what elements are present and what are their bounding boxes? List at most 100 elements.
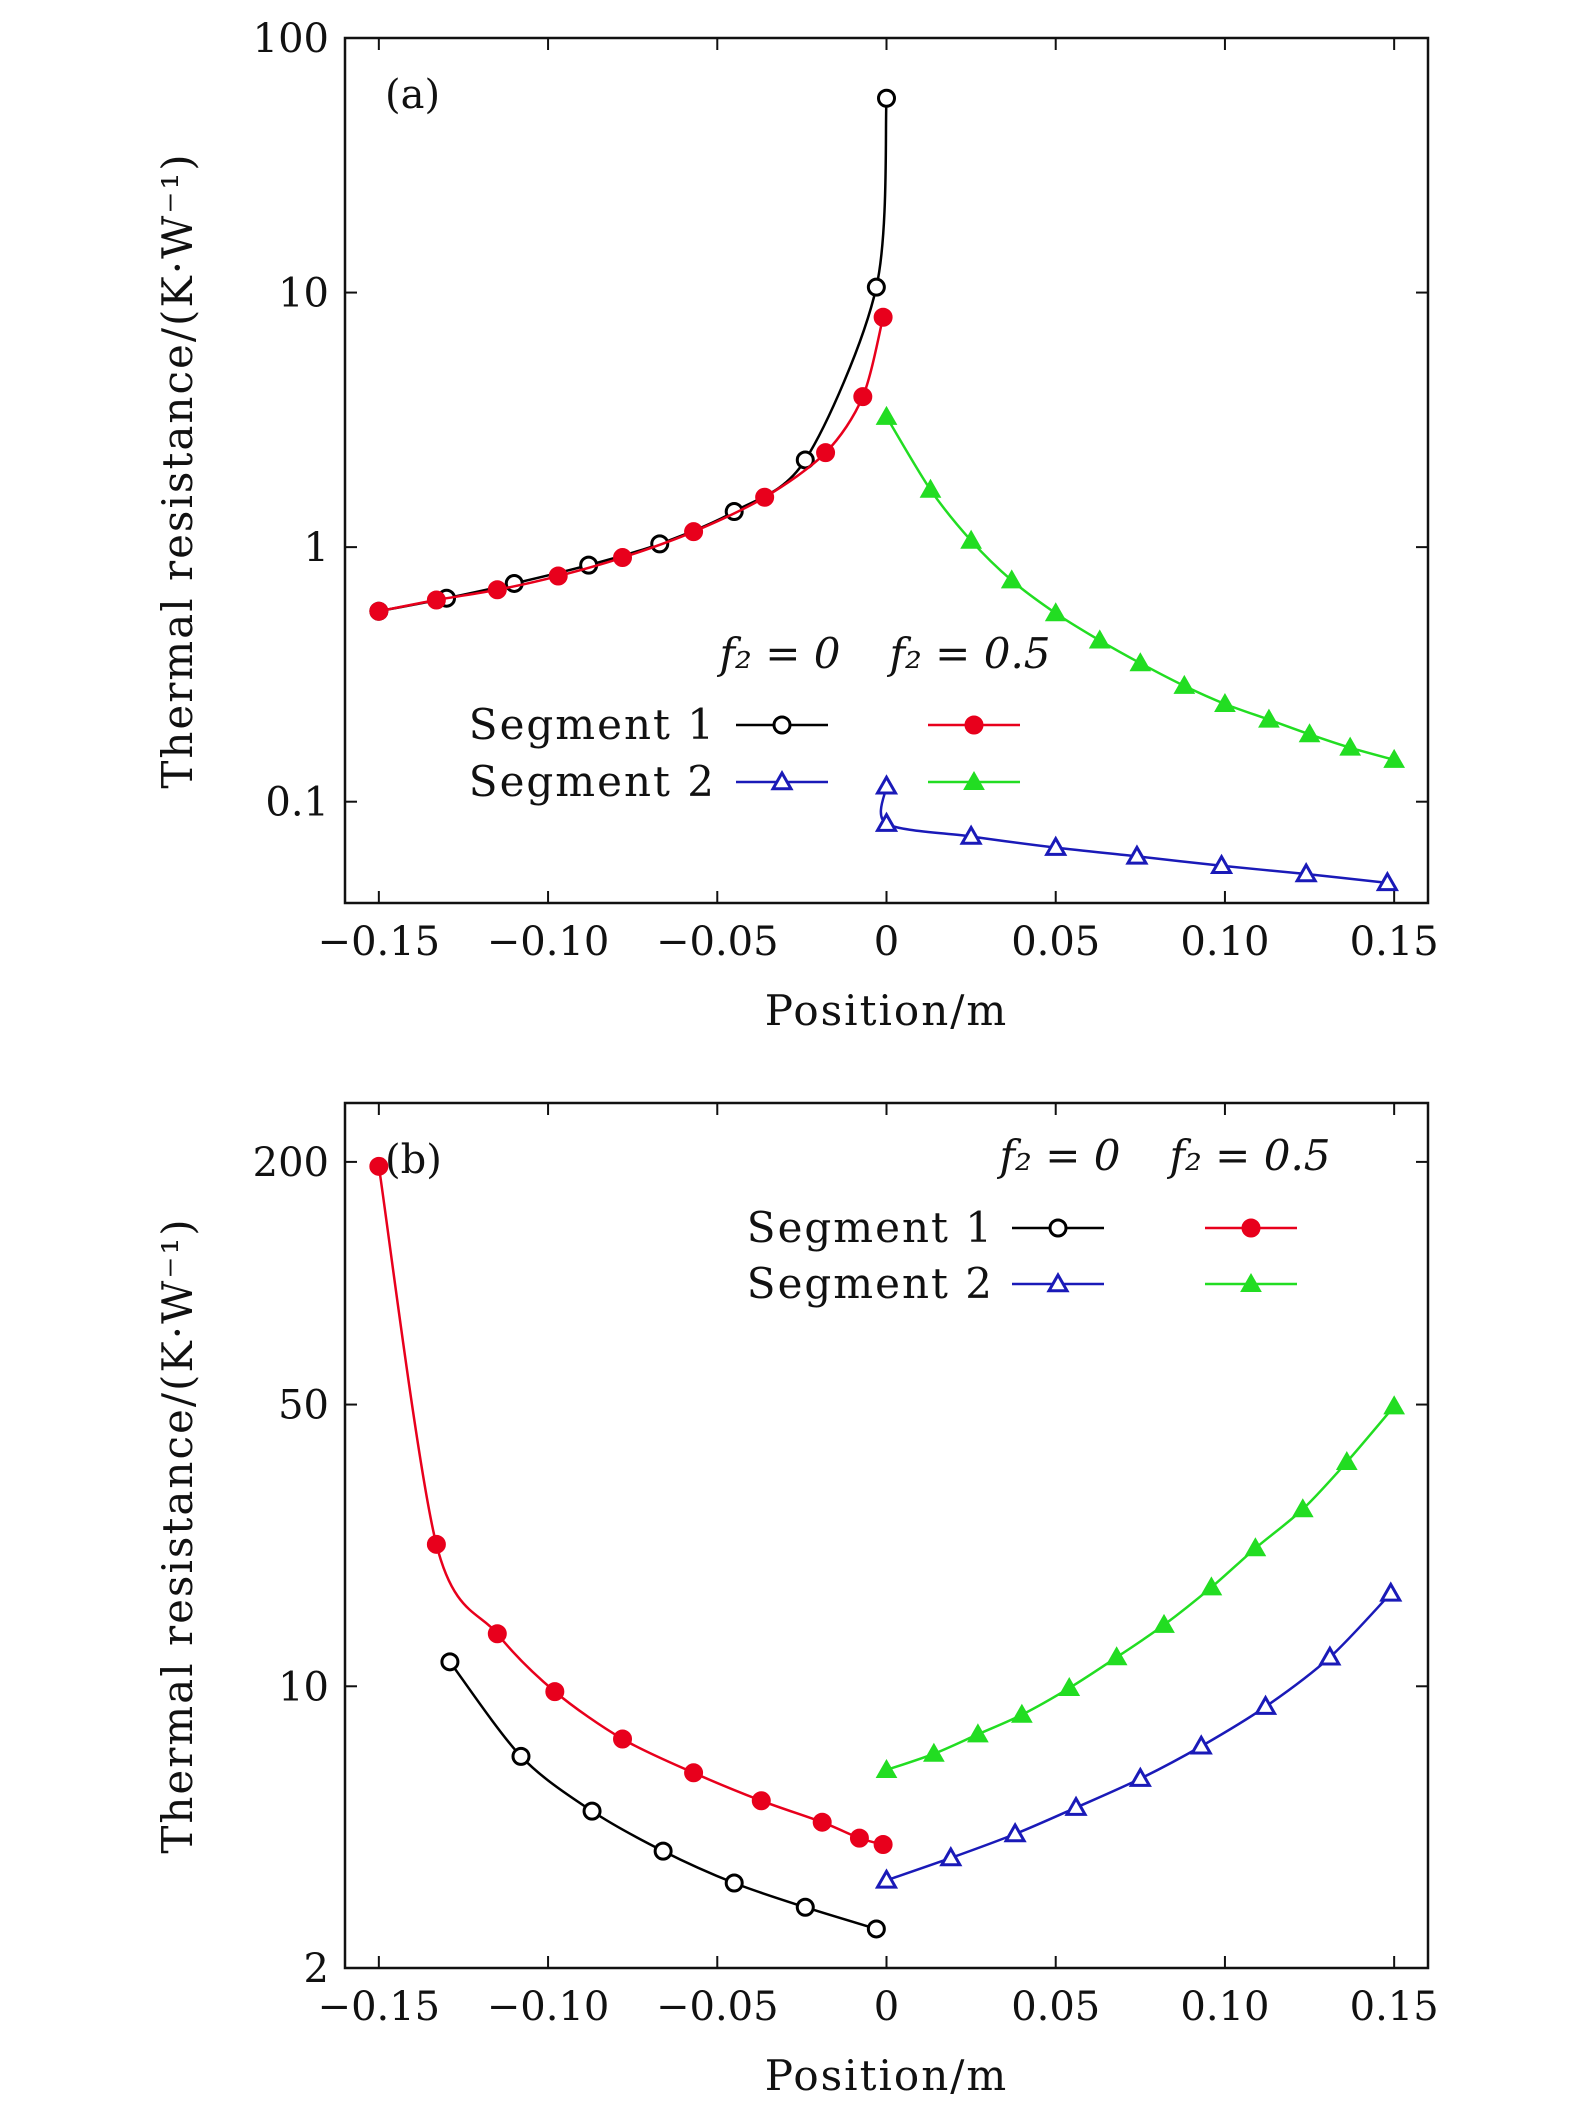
x-tick-label: 0 <box>874 1984 899 2030</box>
series-3-point <box>923 1742 945 1762</box>
x-tick-label: 0 <box>874 919 899 965</box>
series-3-point <box>1383 748 1406 768</box>
y-tick-label: 100 <box>253 16 329 62</box>
series-1-point <box>369 1156 389 1176</box>
series-2-point <box>1375 870 1399 892</box>
series-2-point <box>874 1868 899 1889</box>
x-axis-label: Position/m <box>765 2051 1008 2100</box>
series-3-point <box>1000 569 1023 589</box>
series-3-point <box>1298 723 1321 743</box>
series-2-point <box>1003 1821 1027 1843</box>
series-0-point <box>724 1873 744 1893</box>
series-line-2 <box>886 1592 1392 1882</box>
series-3-point <box>1200 1576 1223 1596</box>
series-1-point <box>816 443 836 463</box>
x-axis-label: Position/m <box>765 986 1008 1035</box>
series-3-point <box>1105 1646 1128 1666</box>
series-1-point <box>684 522 704 542</box>
series-2-point <box>1379 1581 1403 1602</box>
series-1-point <box>849 1828 869 1848</box>
series-3-point <box>960 529 982 549</box>
series-1-point <box>548 566 568 586</box>
x-tick-label: 0.15 <box>1350 1984 1439 2030</box>
legend-marker <box>964 715 984 735</box>
series-3-point <box>1011 1703 1033 1723</box>
panel-a-chart: −0.15 −0.10 −0.05 0 0.05 0.10 0.15 0.1 1 10 100 Pos… <box>153 16 1439 1035</box>
legend-marker <box>1046 1271 1070 1293</box>
y-tick-label: 50 <box>278 1383 329 1429</box>
series-3-point <box>1335 1451 1358 1471</box>
legend-row-label: Segment 2 <box>747 1259 994 1308</box>
series-1-point <box>545 1682 565 1702</box>
panel-label: (b) <box>385 1137 442 1183</box>
panel-b-chart: −0.15 −0.10 −0.05 0 0.05 0.10 0.15 2 10 50 200 Posi… <box>153 1101 1439 2100</box>
series-0-point <box>440 1652 460 1672</box>
x-tick-label: −0.10 <box>487 1984 610 2030</box>
panel-label: (a) <box>385 72 440 118</box>
series-3-point <box>1244 1537 1267 1557</box>
x-tick-label: 0.05 <box>1011 919 1100 965</box>
series-line-1 <box>378 316 885 613</box>
series-2-point <box>939 1845 963 1867</box>
series-0-point <box>653 1841 673 1861</box>
series-1-point <box>755 487 775 507</box>
series-0-point <box>866 1919 886 1939</box>
legend-column-header: f₂ = 0.5 <box>886 629 1050 678</box>
series-3-point <box>1258 708 1280 728</box>
legend-marker <box>770 769 794 791</box>
x-tick-label: −0.05 <box>656 919 779 965</box>
series-3-point <box>1214 692 1236 712</box>
y-tick-label: 2 <box>304 1946 329 1992</box>
series-line-0 <box>448 1661 877 1931</box>
series-2-point <box>1044 835 1068 856</box>
x-tick-label: −0.10 <box>487 919 610 965</box>
series-1-point <box>487 580 507 600</box>
legend-column-header: f₂ = 0 <box>717 629 841 678</box>
legend-marker <box>963 770 985 790</box>
series-2-point <box>1209 853 1234 875</box>
series-2-point <box>1125 844 1149 865</box>
series-1-point <box>426 590 446 610</box>
y-tick-label: 1 <box>304 525 329 571</box>
series-line-2 <box>879 786 1388 885</box>
x-tick-label: 0.10 <box>1180 919 1269 965</box>
series-1-point <box>873 1834 893 1854</box>
x-tick-label: 0.15 <box>1350 919 1439 965</box>
legend-column-header: f₂ = 0 <box>997 1131 1121 1180</box>
series-3-point <box>1339 736 1362 756</box>
series-2-point <box>1318 1645 1342 1666</box>
series-1-point <box>812 1812 832 1832</box>
series-3-point <box>919 478 942 498</box>
series-2-point <box>959 824 983 845</box>
x-tick-label: −0.15 <box>318 919 441 965</box>
series-3-point <box>875 1758 898 1778</box>
series-0-point <box>582 1801 602 1821</box>
series-1-point <box>369 601 389 621</box>
series-3-point <box>1383 1395 1406 1415</box>
x-tick-label: 0.05 <box>1011 1984 1100 2030</box>
series-3-point <box>1044 602 1067 622</box>
series-line-3 <box>886 1405 1396 1772</box>
legend-marker <box>1240 1272 1262 1292</box>
series-3-point <box>1173 674 1196 694</box>
x-tick-label: −0.05 <box>656 1984 779 2030</box>
series-2-point <box>1294 861 1318 883</box>
series-3-point <box>1129 652 1152 672</box>
series-3-point <box>1088 629 1111 649</box>
series-0-point <box>877 88 896 108</box>
series-line-0 <box>378 98 888 613</box>
legend-row-label: Segment 1 <box>747 1203 994 1252</box>
series-1-point <box>613 1729 633 1749</box>
series-0-point <box>504 573 524 593</box>
series-3-point <box>875 405 898 425</box>
y-axis-label: Thermal resistance/(K·W⁻¹) <box>153 152 202 788</box>
series-2-point <box>874 811 899 832</box>
series-0-point <box>866 277 886 297</box>
series-1-point <box>487 1624 507 1644</box>
series-3-point <box>1058 1677 1081 1697</box>
series-0-point <box>511 1746 531 1766</box>
series-2-point <box>1064 1795 1088 1816</box>
series-3-point <box>1153 1613 1175 1633</box>
series-2-point <box>1253 1694 1278 1715</box>
